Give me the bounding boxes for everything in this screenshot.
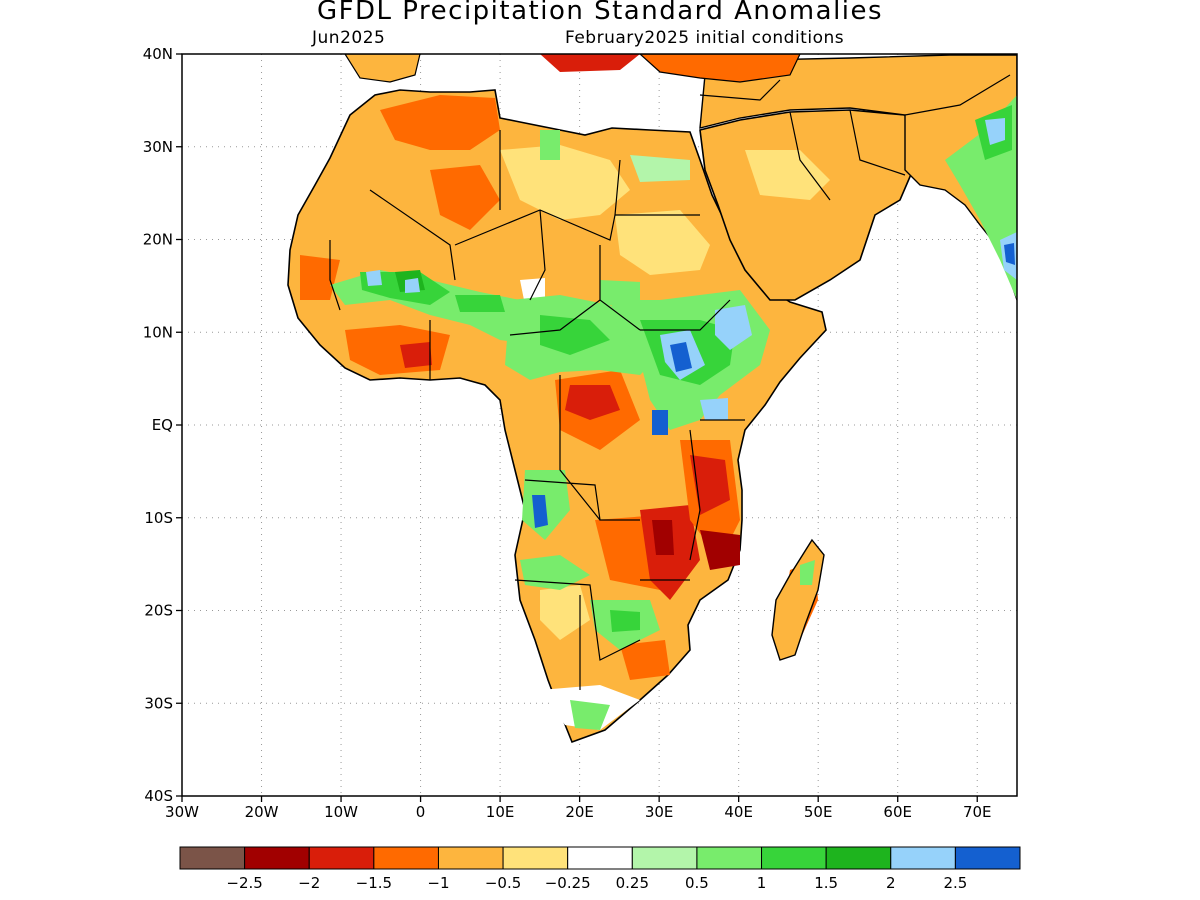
europe-landmass xyxy=(344,54,421,83)
latitude-axis: 40N 30N 20N 10N EQ 10S 20S 30S 40S xyxy=(143,45,182,805)
colorbar-label: −1.5 xyxy=(356,874,392,892)
colorbar-swatch xyxy=(373,846,439,870)
latitude-label: EQ xyxy=(152,416,173,434)
longitude-label: 10W xyxy=(324,803,358,821)
colorbar-label: −2 xyxy=(298,874,320,892)
longitude-label: 60E xyxy=(883,803,912,821)
initial-conditions-label: February2025 initial conditions xyxy=(565,28,845,48)
latitude-label: 30S xyxy=(144,694,173,712)
longitude-label: 70E xyxy=(963,803,992,821)
latitude-label: 10S xyxy=(144,509,173,527)
colorbar-swatch xyxy=(567,846,633,870)
colorbar-label: 2.5 xyxy=(943,874,967,892)
colorbar-label: 0.5 xyxy=(685,874,709,892)
colorbar-label: 0.25 xyxy=(616,874,649,892)
colorbar-swatch xyxy=(890,846,956,870)
colorbar: −2.5 −2 −1.5 −1 −0.5 −0.25 0.25 0.5 1 1.5 2 2.5 xyxy=(179,846,1021,892)
longitude-label: 0 xyxy=(416,803,426,821)
colorbar-swatch xyxy=(631,846,698,870)
latitude-label: 30N xyxy=(143,138,173,156)
longitude-label: 40E xyxy=(724,803,753,821)
longitude-label: 50E xyxy=(804,803,833,821)
colorbar-swatch xyxy=(761,846,827,870)
longitude-axis: 30W 20W 10W 0 10E 20E 30E 40E 50E 60E 70E xyxy=(165,796,992,821)
forecast-month: Jun2025 xyxy=(312,28,386,48)
middle-east-landmass xyxy=(699,54,1017,301)
colorbar-swatch xyxy=(825,846,892,870)
latitude-label: 20N xyxy=(143,231,173,249)
colorbar-swatch xyxy=(954,846,1021,870)
colorbar-label: 1 xyxy=(757,874,767,892)
colorbar-label: −2.5 xyxy=(226,874,262,892)
latitude-label: 40S xyxy=(144,787,173,805)
colorbar-label: −0.25 xyxy=(545,874,591,892)
colorbar-label: −0.5 xyxy=(485,874,521,892)
anomaly-field xyxy=(287,54,1017,744)
colorbar-swatch xyxy=(502,846,569,870)
turkey-landmass xyxy=(639,54,801,83)
colorbar-swatch xyxy=(179,846,246,870)
longitude-label: 30E xyxy=(645,803,674,821)
latitude-label: 20S xyxy=(144,602,173,620)
colorbar-label: 1.5 xyxy=(814,874,838,892)
longitude-label: 20W xyxy=(245,803,279,821)
colorbar-swatch xyxy=(696,846,763,870)
latitude-label: 40N xyxy=(143,45,173,63)
longitude-label: 10E xyxy=(486,803,515,821)
colorbar-label: 2 xyxy=(886,874,896,892)
longitude-label: 20E xyxy=(565,803,594,821)
longitude-label: 30W xyxy=(165,803,199,821)
colorbar-swatch xyxy=(244,846,310,870)
colorbar-label: −1 xyxy=(427,874,449,892)
country-borders xyxy=(329,74,1011,690)
latitude-label: 10N xyxy=(143,323,173,341)
map-title: GFDL Precipitation Standard Anomalies xyxy=(316,0,884,26)
colorbar-swatch xyxy=(308,846,375,870)
colorbar-swatch xyxy=(437,846,504,870)
